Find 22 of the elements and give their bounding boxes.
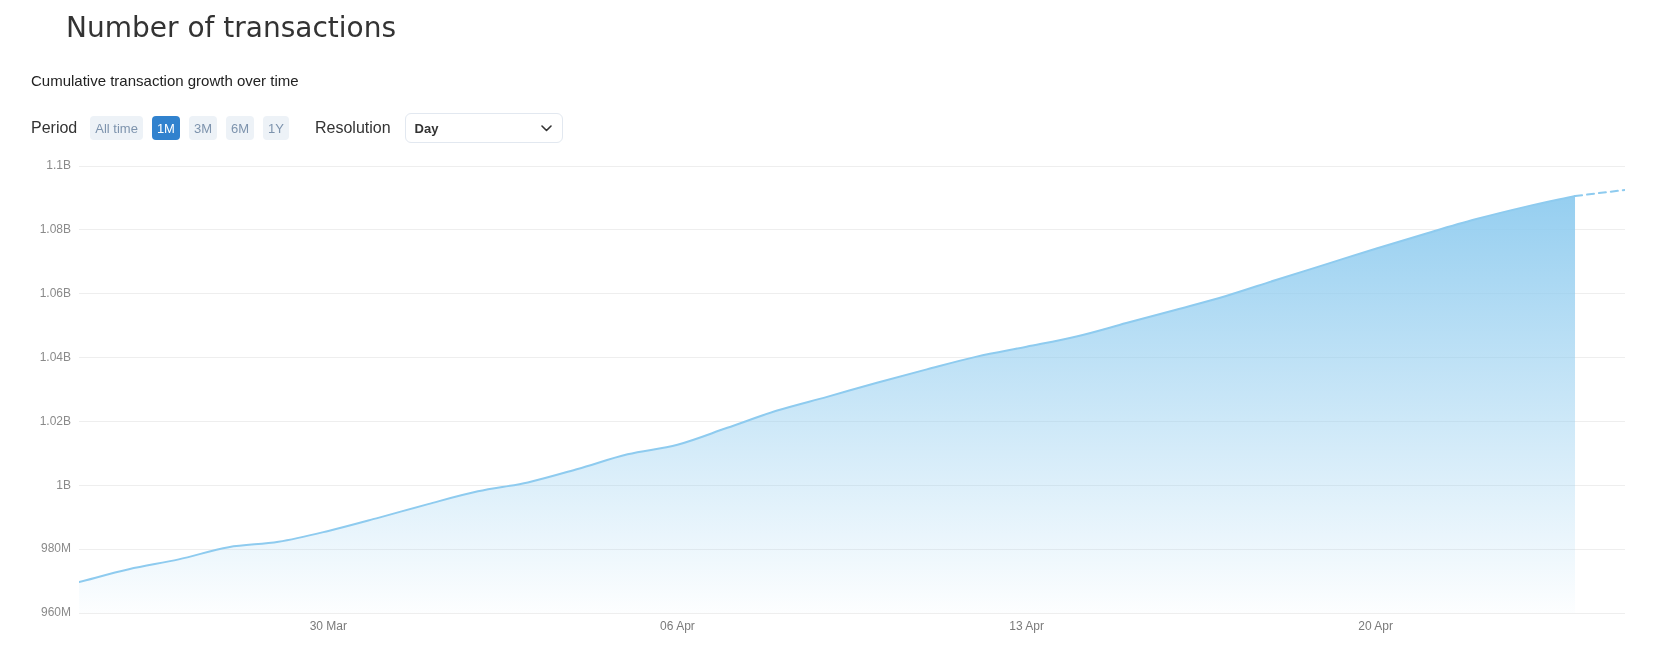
- period-option-button: All time: [90, 116, 143, 140]
- chart-title: Number of transactions: [66, 10, 397, 46]
- x-tick-label: 30 Mar: [309, 618, 348, 633]
- y-tick-label: 1.02B: [39, 413, 71, 428]
- period-option-button: 3M: [188, 116, 217, 140]
- text: Resolution: [314, 119, 391, 137]
- y-tick-label: 980M: [40, 541, 71, 556]
- text: Period: [31, 119, 78, 137]
- y-tick-label: 960M: [40, 605, 71, 620]
- y-tick-label: 1B: [56, 477, 71, 492]
- period-option-button: 1M: [151, 116, 180, 140]
- x-tick-label: 06 Apr: [660, 618, 695, 633]
- x-tick-label: 20 Apr: [1358, 618, 1393, 633]
- period-option-button: 6M: [226, 116, 255, 140]
- chart-subtitle: Cumulative transaction growth over time: [31, 71, 299, 91]
- period-option-button: 1Y: [263, 116, 289, 140]
- resolution-dropdown: Day: [404, 113, 563, 143]
- y-tick-label: 1.04B: [39, 349, 71, 364]
- y-tick-label: 1.06B: [39, 286, 71, 301]
- y-tick-label: 1.1B: [46, 158, 71, 173]
- x-tick-label: 13 Apr: [1009, 618, 1044, 633]
- y-tick-label: 1.08B: [39, 222, 71, 237]
